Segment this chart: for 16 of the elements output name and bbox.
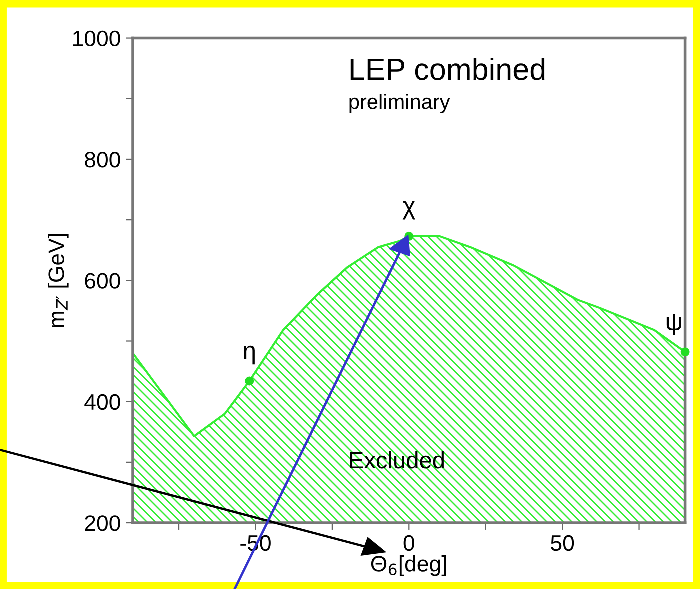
annotation: LEP combined	[350, 58, 545, 80]
point	[245, 376, 254, 386]
y-tick-label: 200	[85, 516, 120, 532]
x-tick-label: 0	[404, 535, 414, 552]
y-tick-label: 800	[85, 152, 120, 168]
x-tick-label: 50	[551, 535, 574, 552]
point	[680, 348, 690, 357]
y-tick-label: 600	[85, 273, 120, 289]
annotation: χ	[402, 201, 416, 220]
y-tick-label: 1000	[73, 30, 120, 47]
annotation: η	[244, 346, 255, 365]
y-tick-label: 400	[84, 394, 120, 410]
y-axis-title: m$_{Z′}$ [GeV]	[48, 234, 69, 328]
annotation: ψ	[666, 314, 682, 336]
x-axis-title: Θ$_{6}$[deg]	[371, 556, 446, 576]
annotation: preliminary	[350, 94, 450, 114]
